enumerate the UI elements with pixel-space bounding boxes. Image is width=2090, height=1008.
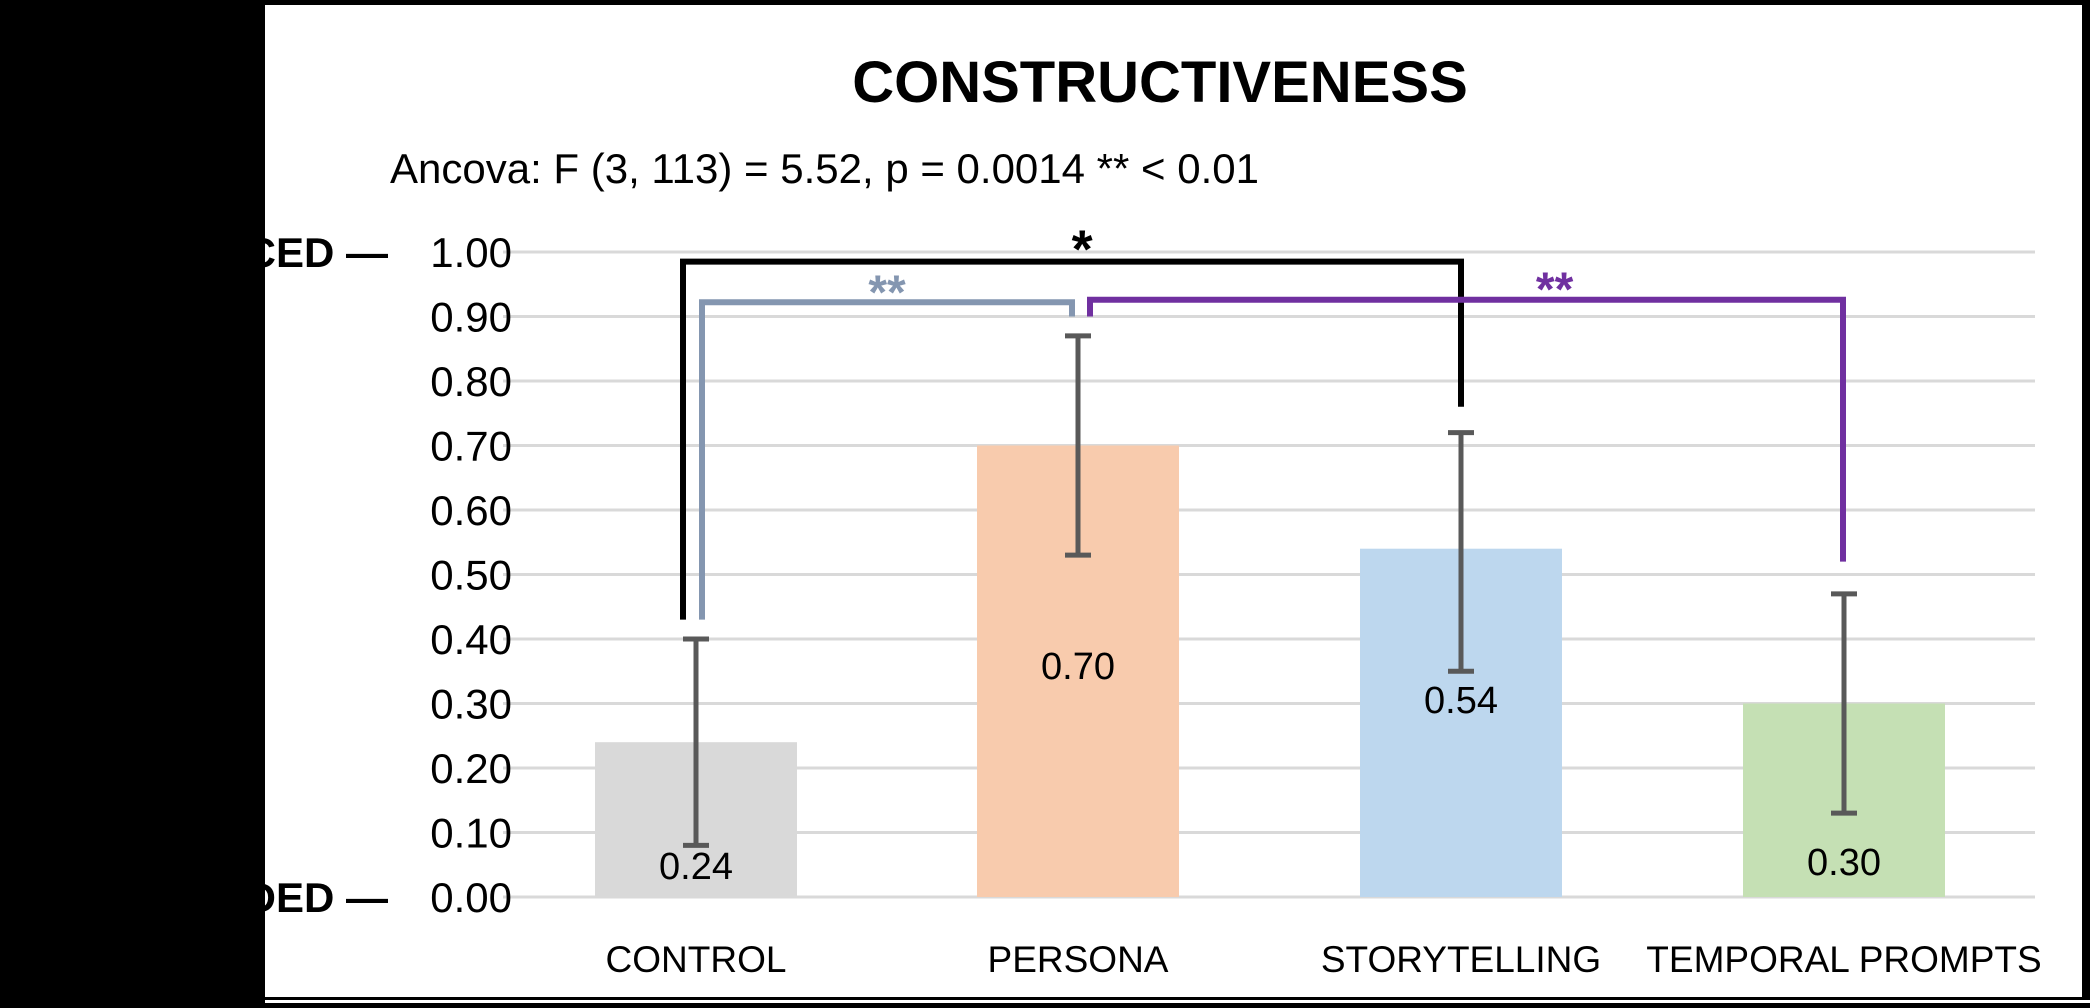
chart-title: CONSTRUCTIVENESS: [852, 50, 1468, 115]
ancova-annotation: Ancova: F (3, 113) = 5.52, p = 0.0014 **…: [390, 145, 1259, 192]
bracket-control-persona-label: **: [868, 266, 906, 319]
bracket-persona-temporal-prompts: [1087, 296, 1846, 562]
ytick-label-0.70: 0.70: [430, 423, 512, 470]
category-label-storytelling: STORYTELLING: [1321, 939, 1601, 980]
ytick-label-0.20: 0.20: [430, 745, 512, 792]
ytick-label-0.60: 0.60: [430, 487, 512, 534]
ytick-label-0.50: 0.50: [430, 552, 512, 599]
category-label-temporal-prompts: TEMPORAL PROMPTS: [1646, 939, 2041, 980]
y-axis-side-label-top: CED —: [246, 229, 388, 276]
bracket-control-storytelling-label: *: [1072, 220, 1093, 280]
ytick-label-0.40: 0.40: [430, 616, 512, 663]
value-label-persona: 0.70: [1041, 646, 1115, 688]
ytick-label-0.00: 0.00: [430, 874, 512, 921]
bracket-control-persona: [699, 299, 1075, 620]
ytick-label-0.80: 0.80: [430, 358, 512, 405]
ytick-label-0.10: 0.10: [430, 810, 512, 857]
bottom-border-hairline: [265, 1000, 2090, 1003]
value-label-temporal-prompts: 0.30: [1807, 842, 1881, 884]
bracket-persona-temporal-prompts-label: **: [1536, 264, 1574, 317]
ytick-label-0.30: 0.30: [430, 681, 512, 728]
ytick-label-1.00: 1.00: [430, 229, 512, 276]
bracket-control-storytelling: [680, 258, 1464, 620]
category-label-control: CONTROL: [606, 939, 787, 980]
category-label-persona: PERSONA: [988, 939, 1169, 980]
value-label-storytelling: 0.54: [1424, 680, 1498, 722]
value-label-control: 0.24: [659, 846, 733, 888]
ytick-label-0.90: 0.90: [430, 294, 512, 341]
y-axis-side-label-bottom: DED —: [246, 874, 388, 921]
